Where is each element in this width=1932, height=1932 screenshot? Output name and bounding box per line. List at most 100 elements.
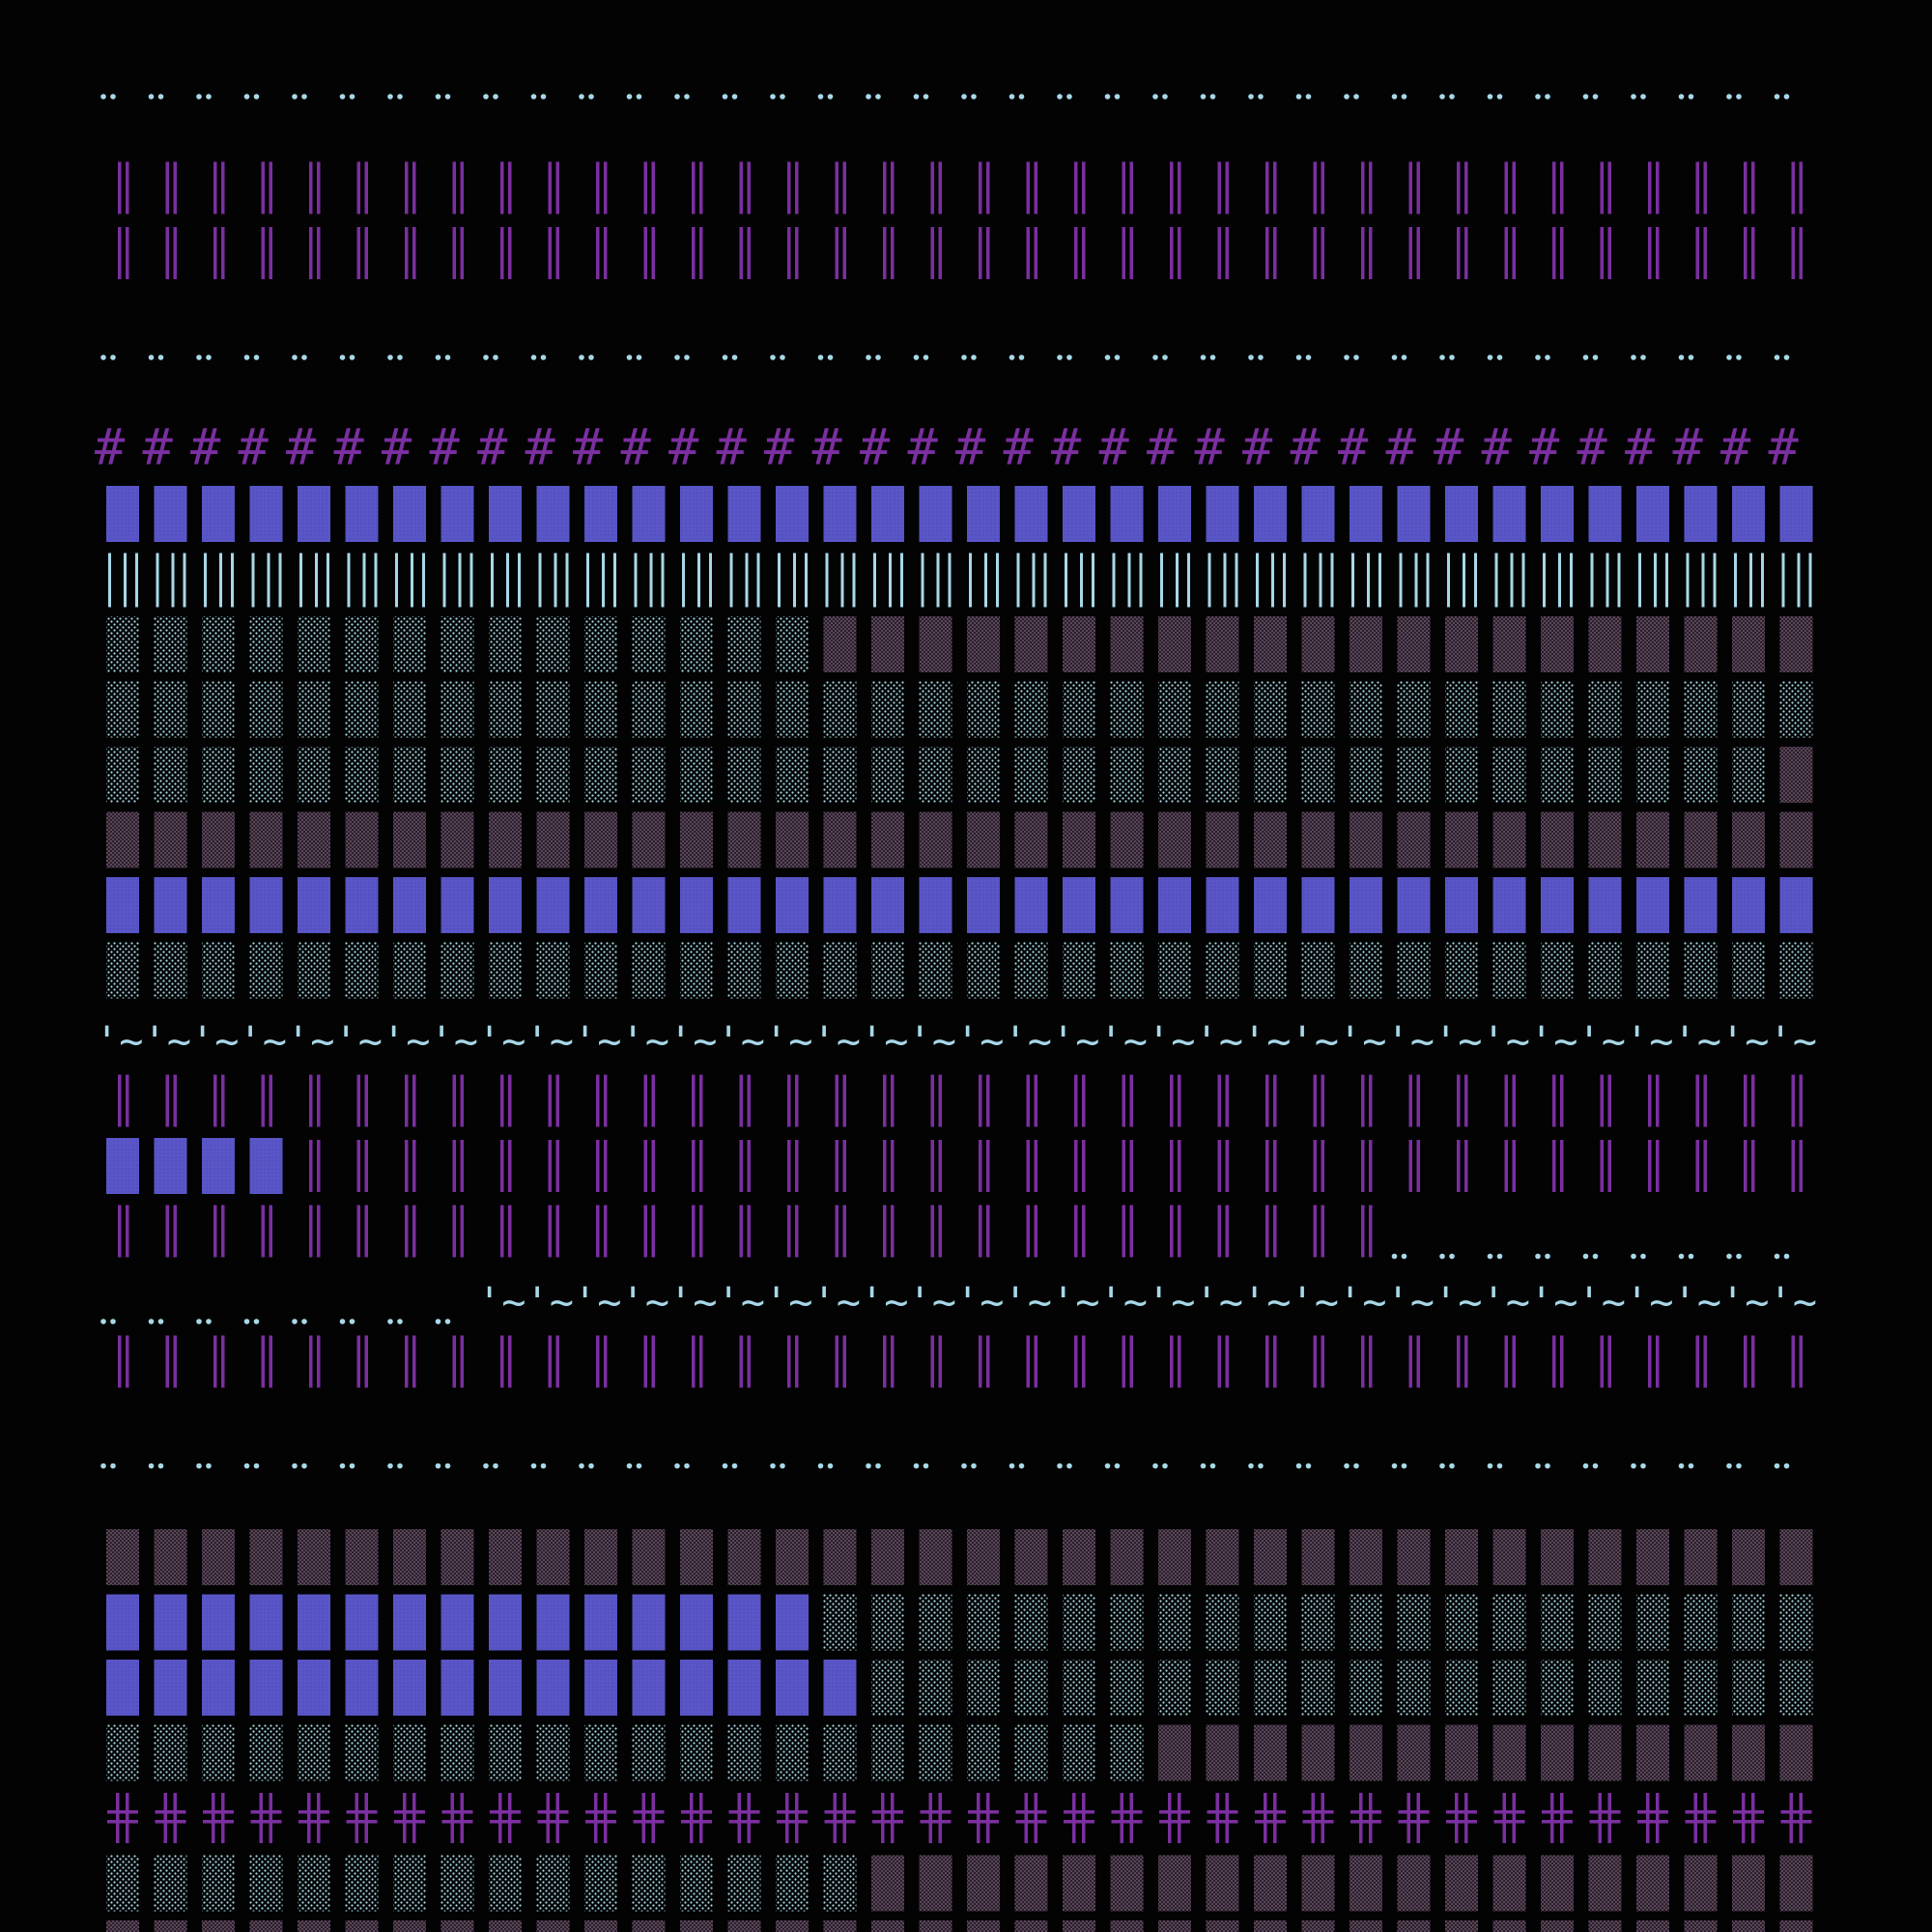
dense-block-glyph [1350,1855,1382,1912]
cross-stroke [298,1820,329,1824]
bar-stroke [1265,227,1269,279]
bar-stroke [984,553,987,608]
wave-glyph: '~ [143,1017,192,1065]
bar-stroke [842,1074,846,1127]
cross-stroke [1207,1820,1238,1824]
dot [827,1463,834,1469]
solid-block-glyph [489,1594,522,1651]
dots-glyph [579,355,594,360]
double-bar-glyph [500,1335,512,1388]
bars-glyph [586,553,616,608]
dot [1248,1463,1254,1469]
dot [588,1463,594,1469]
dot [1545,1253,1550,1260]
light-dots-glyph [1779,1660,1813,1716]
light-dots-glyph [1063,747,1095,803]
bar-stroke [1808,553,1812,608]
bar-stroke [1074,227,1078,279]
light-dots-glyph [1636,1594,1669,1651]
light-dots-glyph [106,616,139,672]
light-dots-glyph [1636,1660,1669,1716]
bar-stroke [891,227,895,279]
dense-block-glyph [1254,811,1287,868]
dot [1545,1463,1550,1469]
double-bar-glyph [1122,227,1133,279]
solid-block-glyph [440,877,474,933]
double-bar-glyph [1170,1335,1181,1388]
double-bar-glyph [1504,1335,1516,1388]
double-bar-glyph [787,161,799,214]
dots-glyph [1678,355,1694,360]
bar-stroke [1319,553,1322,608]
double-bar-glyph [1074,1074,1086,1127]
dense-block-glyph [1110,616,1144,672]
dot [1592,1463,1599,1469]
bar-stroke [747,227,751,279]
bar-stroke [692,227,696,279]
bar-stroke [548,1205,552,1258]
double-bar-glyph [1026,1074,1037,1127]
light-dots-glyph [632,1724,666,1781]
dots-glyph [292,1463,307,1469]
light-dots-glyph [680,747,713,803]
bar-stroke [1313,1074,1317,1127]
cross-stroke [1034,1793,1037,1843]
bar-stroke [930,227,934,279]
wave-glyph: '~ [573,1278,622,1325]
dense-block-glyph [1014,1855,1048,1912]
dot [780,94,785,99]
dense-block-glyph [1206,811,1239,868]
bar-stroke [412,161,416,214]
dot [339,94,346,99]
bar-stroke [500,161,504,214]
wave-glyph: '~ [717,1017,766,1065]
light-dots-glyph [440,681,474,738]
light-dots-glyph [1206,942,1239,999]
dense-block-glyph [727,1529,761,1585]
wave-glyph: '~ [860,1278,909,1325]
bar-stroke [739,1074,743,1127]
cross-stroke [681,1810,712,1814]
dots-glyph [1631,1463,1646,1469]
double-bar-glyph [548,161,559,214]
solid-block-glyph [393,1594,426,1651]
dots-glyph [243,1463,260,1469]
bar-stroke [1600,1074,1604,1127]
bar-stroke [1744,1335,1747,1388]
double-bar-glyph [643,1205,655,1258]
bar-stroke [1034,1205,1037,1258]
dots-glyph [1057,94,1072,99]
bar-stroke [213,161,217,214]
cross-stroke [107,1820,138,1824]
double-bar-glyph [213,1074,225,1127]
wave-glyph: '~ [1577,1278,1627,1325]
solid-block-glyph [298,1660,330,1716]
bar-stroke [1369,1140,1373,1192]
solid-block-glyph [536,877,570,933]
dots-glyph [1439,1463,1455,1469]
dots-glyph [196,94,212,99]
bar-stroke [356,1335,360,1388]
solid-block-glyph [1588,486,1622,542]
bar-stroke [1703,1074,1707,1127]
bars-glyph [1112,553,1143,608]
bar-stroke [596,1205,600,1258]
cross-stroke [728,1820,760,1824]
dot [1783,1253,1790,1260]
dot [292,1319,298,1324]
dots-glyph [913,1463,929,1469]
dense-block-glyph [440,1529,474,1585]
solid-block-glyph [919,877,952,933]
dense-block-glyph [202,1920,235,1932]
double-bar-glyph [596,161,608,214]
dot [1209,94,1216,99]
double-bar-glyph [883,161,895,214]
cross-stroke [555,1793,559,1843]
dots-glyph [913,355,929,360]
double-bar-glyph [1504,227,1516,279]
dense-block-glyph [1732,811,1765,868]
bar-stroke [1122,227,1125,279]
solid-block-glyph [680,486,713,542]
double-bar-glyph [1265,1074,1277,1127]
cross-glyph [1015,1793,1047,1843]
